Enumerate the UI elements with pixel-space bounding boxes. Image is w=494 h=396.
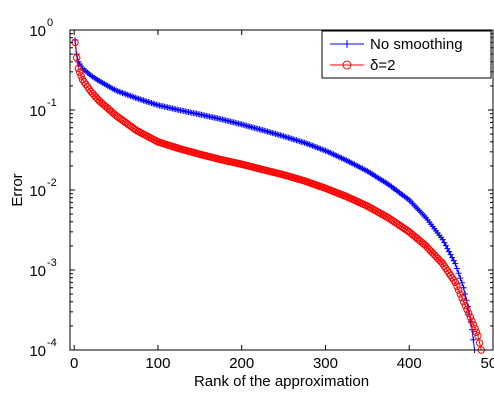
y-tick-label: 10: [29, 263, 46, 280]
data-point-plus: [452, 260, 459, 267]
y-axis-label: Error: [9, 173, 26, 206]
data-point-circle: [456, 290, 465, 298]
data-point-plus: [453, 265, 460, 272]
y-tick-label: 10: [29, 103, 46, 120]
data-point-circle: [74, 64, 83, 73]
y-tick-label: 10: [29, 183, 46, 200]
y-tick-label-exponent: -1: [47, 97, 57, 109]
legend-box: [321, 30, 492, 79]
data-point-plus: [459, 279, 466, 286]
y-tick-label-exponent: -2: [47, 177, 57, 189]
legend-marker-plus: [343, 40, 351, 48]
y-tick-label: 10: [29, 343, 46, 360]
data-point-plus: [446, 248, 453, 255]
data-point-plus: [460, 284, 467, 291]
data-point-circle: [76, 68, 84, 76]
data-point-plus: [470, 336, 477, 343]
data-point-circle: [451, 278, 460, 287]
y-tick-label-exponent: 0: [47, 17, 53, 29]
data-point-plus: [439, 236, 446, 243]
data-point-plus: [449, 254, 456, 261]
data-point-circle: [469, 321, 478, 329]
x-tick-label: 200: [229, 355, 254, 372]
data-point-circle: [454, 286, 463, 294]
legend-entry: No smoothing: [330, 36, 463, 53]
data-point-circle: [73, 54, 81, 62]
x-tick-label: 0: [70, 355, 78, 372]
data-point-circle: [465, 309, 473, 318]
legend-label: δ=2: [370, 57, 395, 74]
data-point-plus: [447, 251, 454, 258]
legend-marker-circle: [342, 60, 352, 70]
data-point-circle: [472, 328, 481, 336]
legend-entry: δ=2: [330, 57, 395, 74]
plot-series: [71, 36, 485, 354]
data-point-circle: [463, 305, 471, 314]
x-tick-label: 100: [145, 355, 170, 372]
data-point-circle: [77, 72, 85, 80]
data-point-circle: [468, 317, 476, 325]
legend: No smoothing δ=2: [321, 30, 492, 79]
x-tick-label: 500: [480, 355, 494, 372]
data-point-circle: [461, 301, 470, 310]
y-tick-label-exponent: -3: [47, 257, 57, 269]
data-point-circle: [474, 332, 482, 340]
data-point-circle: [466, 313, 475, 321]
legend-label: No smoothing: [370, 36, 463, 53]
x-axis-ticks: 0 100 200 300 400 500: [70, 30, 494, 372]
data-point-plus: [441, 239, 448, 246]
series-delta-2: [71, 38, 485, 354]
data-point-plus: [455, 270, 462, 277]
data-point-circle: [459, 298, 468, 306]
series-no-smoothing: [72, 36, 478, 353]
data-point-plus: [444, 245, 451, 252]
data-point-circle: [458, 294, 466, 302]
y-tick-label: 10: [29, 23, 46, 40]
x-axis-label: Rank of the approximation: [194, 373, 369, 390]
data-point-circle: [471, 324, 479, 333]
data-point-plus: [450, 257, 457, 264]
y-tick-label-exponent: -4: [47, 337, 57, 349]
x-tick-label: 400: [397, 355, 422, 372]
data-point-plus: [457, 275, 464, 282]
x-tick-label: 300: [313, 355, 338, 372]
data-point-circle: [475, 339, 484, 347]
data-point-plus: [442, 242, 449, 249]
data-point-circle: [453, 282, 461, 290]
